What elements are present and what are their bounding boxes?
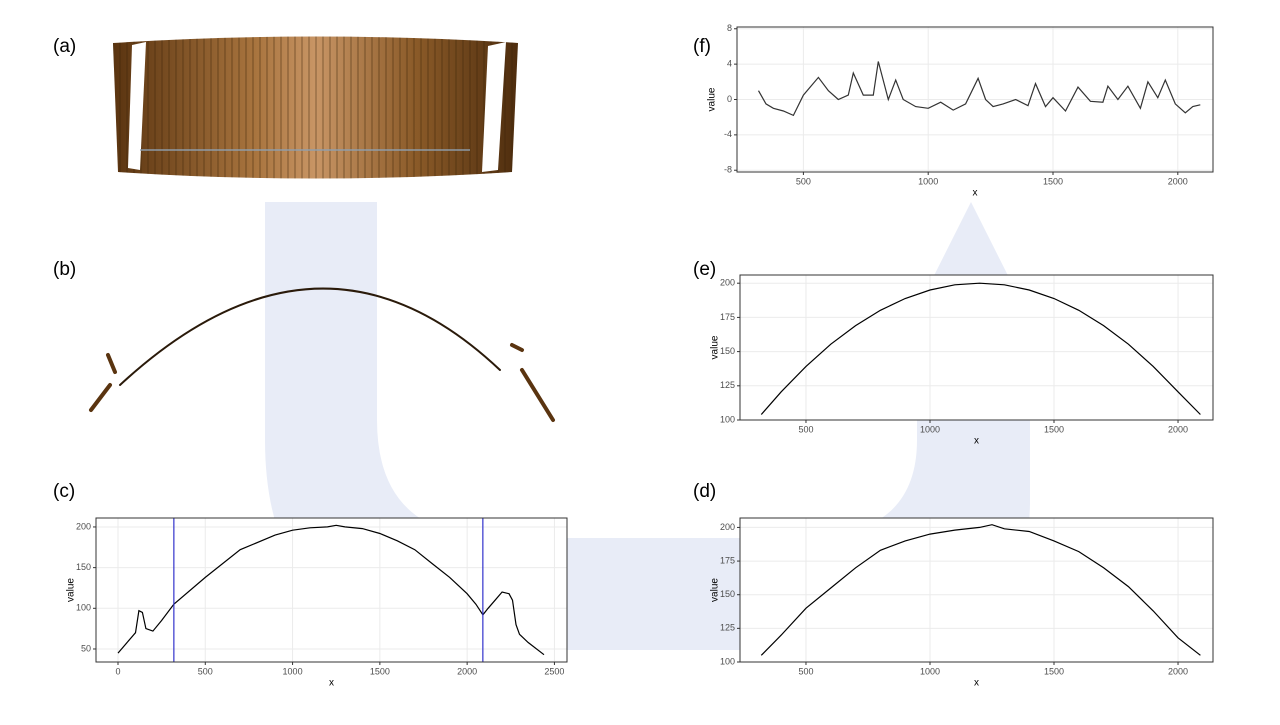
x-axis-title: x: [974, 436, 979, 447]
x-tick-label: 500: [798, 424, 813, 434]
x-tick-label: 1000: [283, 666, 303, 676]
panel-label: (e): [693, 259, 716, 280]
y-tick-label: -8: [724, 165, 732, 175]
y-tick-label: 150: [720, 589, 735, 599]
y-tick-label: 150: [76, 562, 91, 572]
x-tick-label: 2000: [1168, 424, 1188, 434]
x-axis-title: x: [973, 188, 978, 199]
y-tick-label: 200: [720, 278, 735, 288]
x-tick-label: 500: [198, 666, 213, 676]
data-line: [757, 61, 1201, 117]
y-tick-label: -4: [724, 129, 732, 139]
x-tick-label: 2000: [457, 666, 477, 676]
y-tick-label: 100: [76, 603, 91, 613]
x-tick-label: 1500: [1044, 424, 1064, 434]
panel-label: (f): [693, 36, 711, 57]
x-tick-label: 0: [115, 666, 120, 676]
panel-label: (a): [53, 36, 76, 57]
y-tick-label: 150: [720, 346, 735, 356]
plot-border: [739, 517, 1214, 663]
y-axis-title: value: [710, 335, 721, 359]
data-line: [760, 282, 1201, 415]
x-tick-label: 500: [796, 176, 811, 186]
x-tick-label: 1000: [918, 176, 938, 186]
panel-label: (c): [53, 481, 75, 502]
bullet-image: [113, 36, 518, 179]
x-tick-label: 1500: [1044, 666, 1064, 676]
x-tick-label: 2000: [1168, 666, 1188, 676]
y-tick-label: 100: [720, 656, 735, 666]
plot-background: [740, 518, 1213, 662]
profile-image: [89, 287, 555, 422]
y-tick-label: 125: [720, 623, 735, 633]
y-tick-label: 0: [727, 94, 732, 104]
panel-label: (d): [693, 481, 716, 502]
y-tick-label: 100: [720, 414, 735, 424]
x-axis-title: x: [329, 678, 334, 689]
plot-background: [96, 518, 567, 662]
y-axis-title: value: [710, 578, 721, 602]
y-tick-label: 200: [76, 521, 91, 531]
x-tick-label: 1500: [1043, 176, 1063, 186]
y-tick-label: 125: [720, 380, 735, 390]
x-tick-label: 1000: [920, 424, 940, 434]
x-axis-title: x: [974, 678, 979, 689]
plot-border: [95, 517, 568, 663]
y-axis-title: value: [66, 578, 77, 602]
x-tick-label: 2000: [1168, 176, 1188, 186]
y-tick-label: 50: [81, 643, 91, 653]
data-line: [117, 524, 545, 656]
y-axis-title: value: [707, 87, 718, 111]
plot-border: [736, 26, 1214, 173]
plot-border: [739, 274, 1214, 421]
y-tick-label: 175: [720, 555, 735, 565]
y-tick-label: 4: [727, 59, 732, 69]
y-tick-label: 175: [720, 312, 735, 322]
x-tick-label: 2500: [544, 666, 564, 676]
x-tick-label: 1500: [370, 666, 390, 676]
data-line: [760, 524, 1201, 656]
plot-background: [740, 275, 1213, 420]
x-tick-label: 1000: [920, 666, 940, 676]
y-tick-label: 8: [727, 23, 732, 33]
panel-label: (b): [53, 259, 76, 280]
y-tick-label: 200: [720, 522, 735, 532]
x-tick-label: 500: [798, 666, 813, 676]
